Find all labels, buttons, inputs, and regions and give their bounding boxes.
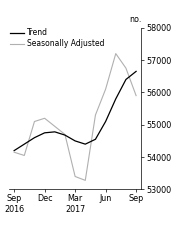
Seasonally Adjusted [84,179,86,182]
Trend [104,120,107,123]
Seasonally Adjusted [94,114,96,116]
Text: no.: no. [129,15,141,24]
Seasonally Adjusted [104,88,107,91]
Trend [44,131,46,134]
Trend [125,78,127,81]
Trend [135,70,137,73]
Seasonally Adjusted [74,175,76,178]
Trend [23,143,25,146]
Trend [54,131,56,133]
Trend [74,140,76,142]
Seasonally Adjusted [125,67,127,70]
Seasonally Adjusted [44,117,46,120]
Seasonally Adjusted [54,125,56,128]
Trend [33,136,35,139]
Seasonally Adjusted [115,52,117,55]
Seasonally Adjusted [33,120,35,123]
Trend [84,143,86,146]
Trend [94,138,96,141]
Trend [64,134,66,137]
Seasonally Adjusted [13,151,15,154]
Seasonally Adjusted [23,154,25,157]
Seasonally Adjusted [64,133,66,136]
Trend [13,149,15,152]
Trend [115,97,117,100]
Line: Trend: Trend [14,71,136,151]
Line: Seasonally Adjusted: Seasonally Adjusted [14,54,136,180]
Seasonally Adjusted [135,94,137,97]
Legend: Trend, Seasonally Adjusted: Trend, Seasonally Adjusted [10,28,104,48]
